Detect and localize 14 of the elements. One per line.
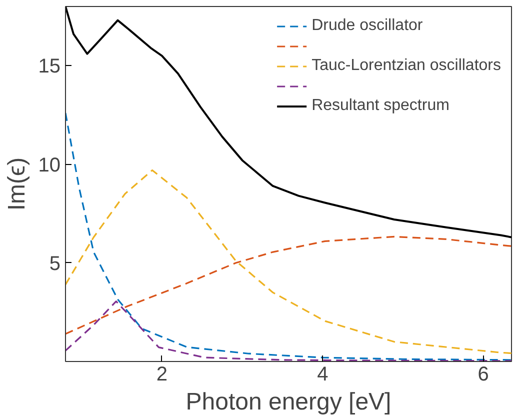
legend-label: Drude oscillator [312, 17, 423, 35]
x-axis-title: Photon energy [eV] [186, 388, 392, 416]
x-tick-label: 4 [317, 364, 328, 386]
x-tick-label: 2 [156, 364, 168, 386]
legend-label: Tauc-Lorentzian oscillators [312, 57, 501, 75]
line-series [66, 236, 512, 335]
x-tick-label: 6 [478, 364, 489, 386]
y-tick-label: 5 [49, 252, 60, 275]
legend-label: Resultant spectrum [312, 97, 450, 115]
line-series [66, 169, 512, 354]
y-tick-label: 10 [38, 154, 61, 176]
y-axis-title: Im(ϵ) [3, 157, 30, 211]
y-tick-label: 15 [38, 56, 61, 78]
line-series [66, 6, 512, 238]
